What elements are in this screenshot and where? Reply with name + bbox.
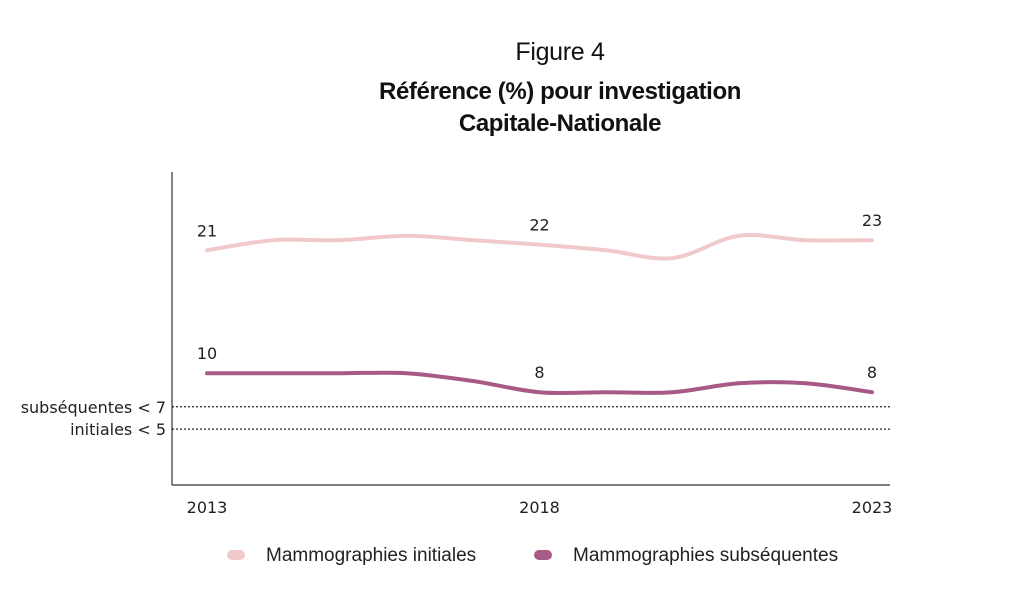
data-label-1-0: 10 [197, 344, 217, 363]
x-tick-label-1: 2018 [519, 498, 560, 517]
series-lines [205, 232, 874, 396]
x-tick-label-0: 2013 [187, 498, 228, 517]
x-tick-label-2: 2023 [852, 498, 893, 517]
threshold-lines: subséquentes < 7 initiales < 5 [21, 398, 890, 439]
data-label-1-2: 8 [867, 363, 877, 382]
series-line-1 [205, 370, 874, 396]
legend: Mammographies initiales Mammographies sub… [227, 545, 838, 566]
data-label-0-1: 22 [529, 216, 549, 235]
figure-label: Figure 4 [515, 38, 605, 66]
chart-title-line-2: Capitale-Nationale [458, 110, 662, 137]
data-label-1-1: 8 [534, 363, 544, 382]
threshold-label-0: subséquentes < 7 [21, 398, 166, 417]
legend-label-0: Mammographies initiales [266, 545, 476, 566]
chart-title-line-1: Référence (%) pour investigation [379, 78, 741, 105]
x-tick-labels: 2013 2018 2023 [187, 498, 893, 517]
series-line-0 [205, 232, 874, 261]
data-labels: 21 22 23 10 8 8 [197, 211, 882, 382]
chart-title: Référence (%) pour investigation Capital… [300, 76, 820, 140]
legend-label-1: Mammographies subséquentes [573, 545, 838, 566]
data-label-0-0: 21 [197, 221, 217, 240]
data-label-0-2: 23 [862, 211, 882, 230]
threshold-label-1: initiales < 5 [70, 420, 166, 439]
